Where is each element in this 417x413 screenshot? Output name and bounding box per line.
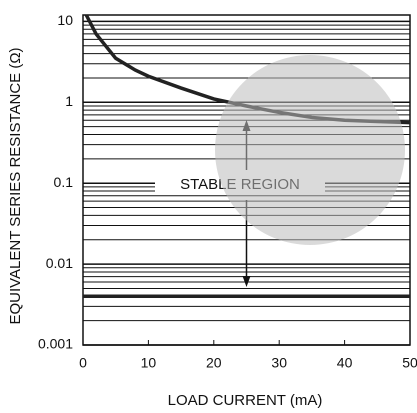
watermark [215, 55, 405, 245]
x-tick-label: 10 [141, 355, 157, 371]
y-tick-label: 10 [57, 12, 73, 28]
x-tick-label: 0 [79, 355, 87, 371]
x-tick-label: 20 [206, 355, 222, 371]
y-tick-label: 0.001 [38, 336, 73, 352]
y-tick-label: 0.1 [54, 174, 74, 190]
y-tick-label: 0.01 [46, 255, 73, 271]
x-tick-label: 30 [271, 355, 287, 371]
x-tick-label: 50 [402, 355, 417, 371]
x-axis-label: LOAD CURRENT (mA) [168, 392, 323, 409]
y-axis-label: EQUIVALENT SERIES RESISTANCE (Ω) [7, 47, 24, 324]
arrow-head [242, 276, 251, 287]
x-tick-label: 40 [337, 355, 353, 371]
y-tick-label: 1 [65, 93, 73, 109]
